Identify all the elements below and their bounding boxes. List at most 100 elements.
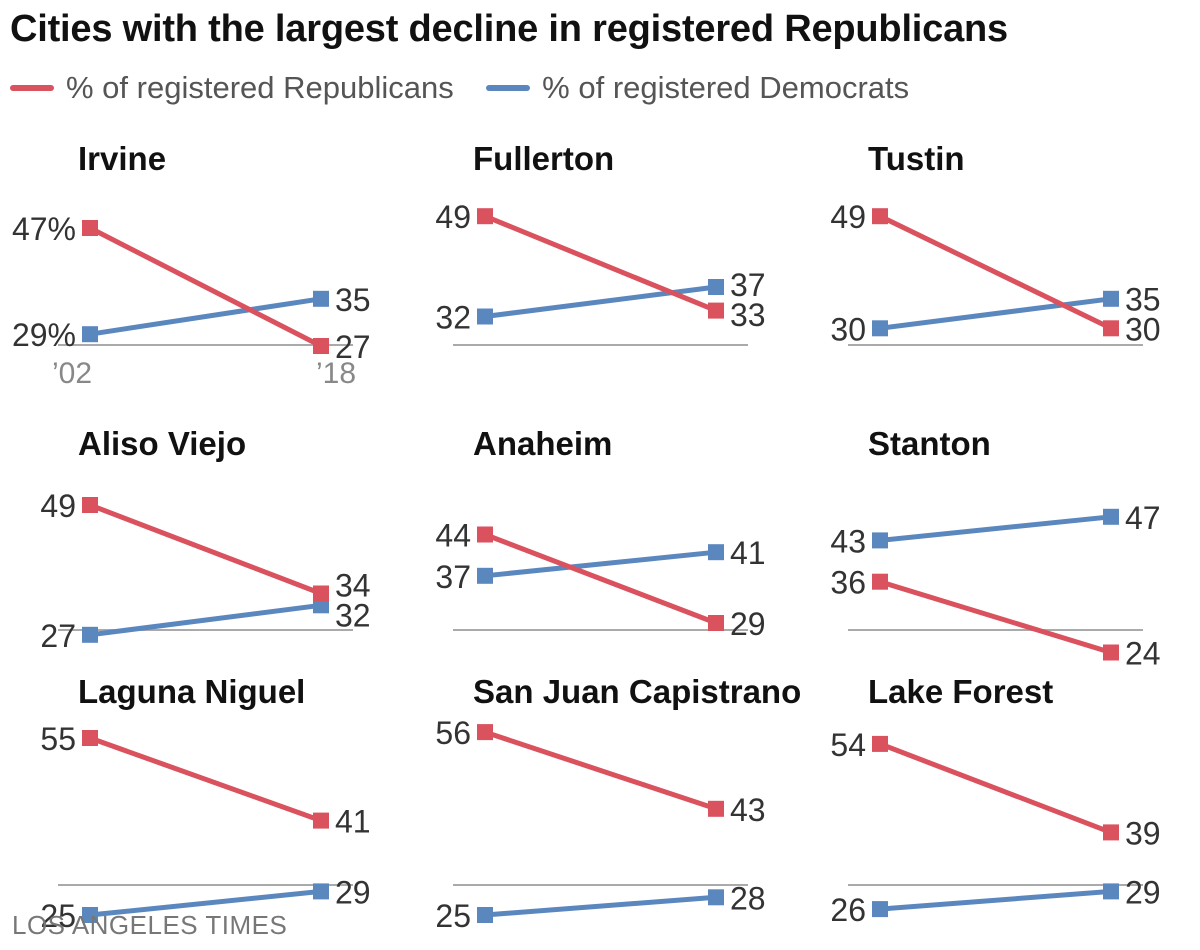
data-label-democrats-aliso-viejo-18: 32	[335, 597, 371, 633]
data-point-republicans-tustin-02	[872, 208, 888, 225]
panel-title-irvine: Irvine	[78, 140, 166, 177]
data-label-republicans-fullerton-02: 49	[435, 199, 471, 235]
data-label-democrats-irvine-18: 35	[335, 282, 371, 318]
data-point-democrats-anaheim-18	[708, 544, 724, 561]
legend-swatch-democrats	[486, 85, 531, 91]
series-line-republicans-tustin	[878, 213, 1113, 331]
legend-item-republicans: % of registered Republicans	[10, 70, 454, 106]
series-line-democrats-fullerton	[484, 284, 717, 319]
data-point-democrats-san-juan-capistrano-18	[708, 889, 724, 906]
data-label-democrats-fullerton-02: 32	[435, 300, 471, 336]
panel-title-stanton: Stanton	[868, 425, 991, 462]
data-point-republicans-laguna-niguel-02	[82, 730, 98, 746]
data-label-democrats-stanton-18: 47	[1125, 500, 1161, 536]
source-credit: LOS ANGELES TIMES	[12, 910, 288, 940]
data-label-democrats-stanton-02: 43	[830, 523, 866, 559]
data-label-republicans-anaheim-18: 29	[730, 606, 766, 642]
series-line-democrats-irvine	[89, 296, 322, 337]
data-point-republicans-aliso-viejo-02	[82, 497, 98, 513]
data-label-democrats-fullerton-18: 37	[730, 267, 766, 303]
data-point-democrats-lake-forest-18	[1103, 883, 1119, 900]
panel-title-tustin: Tustin	[868, 140, 965, 177]
data-label-republicans-san-juan-capistrano-18: 43	[730, 792, 766, 828]
legend: % of registered Republicans % of registe…	[10, 70, 937, 110]
series-line-republicans-san-juan-capistrano	[484, 729, 717, 812]
data-label-democrats-lake-forest-18: 29	[1125, 874, 1161, 910]
data-point-democrats-laguna-niguel-02	[82, 907, 98, 923]
data-label-democrats-laguna-niguel-02: 25	[40, 898, 76, 934]
data-point-republicans-lake-forest-18	[1103, 824, 1119, 841]
data-label-democrats-san-juan-capistrano-18: 28	[730, 880, 766, 916]
data-label-republicans-aliso-viejo-02: 49	[40, 488, 76, 524]
data-label-republicans-laguna-niguel-02: 55	[40, 721, 76, 757]
data-label-republicans-lake-forest-02: 54	[830, 727, 866, 763]
data-label-republicans-anaheim-02: 44	[435, 518, 471, 554]
data-label-democrats-san-juan-capistrano-02: 25	[435, 898, 471, 934]
x-tick-label-02: ’02	[52, 357, 92, 390]
series-line-democrats-lake-forest	[879, 888, 1112, 912]
panel-title-fullerton: Fullerton	[473, 140, 614, 177]
data-label-democrats-laguna-niguel-18: 29	[335, 874, 371, 910]
data-point-republicans-lake-forest-02	[872, 735, 888, 752]
data-label-democrats-tustin-18: 35	[1125, 282, 1161, 318]
data-label-democrats-tustin-02: 30	[830, 311, 866, 347]
series-line-republicans-irvine	[88, 225, 323, 349]
data-label-republicans-laguna-niguel-18: 41	[335, 804, 371, 840]
data-label-republicans-stanton-18: 24	[1125, 636, 1161, 672]
panel-title-anaheim: Anaheim	[473, 425, 612, 462]
data-point-republicans-anaheim-18	[708, 615, 724, 631]
data-point-democrats-tustin-02	[872, 320, 888, 337]
x-tick-label-18: ’18	[316, 357, 356, 390]
data-point-democrats-tustin-18	[1103, 290, 1119, 307]
data-point-republicans-aliso-viejo-18	[313, 585, 329, 602]
data-point-democrats-san-juan-capistrano-02	[477, 907, 493, 923]
legend-label-republicans: % of registered Republicans	[66, 70, 454, 105]
series-line-democrats-tustin	[879, 296, 1112, 331]
data-point-democrats-fullerton-18	[708, 279, 724, 295]
series-line-republicans-laguna-niguel	[89, 735, 322, 823]
data-label-republicans-tustin-18: 30	[1125, 312, 1161, 348]
data-point-republicans-stanton-02	[872, 573, 888, 590]
legend-label-democrats: % of registered Democrats	[542, 70, 910, 105]
data-point-democrats-aliso-viejo-02	[82, 626, 98, 643]
data-label-democrats-lake-forest-02: 26	[830, 892, 866, 928]
data-point-republicans-stanton-18	[1103, 644, 1119, 661]
panel-title-lake-forest: Lake Forest	[868, 673, 1053, 710]
legend-swatch-republicans	[10, 85, 54, 91]
data-label-republicans-aliso-viejo-18: 34	[335, 567, 371, 603]
series-line-democrats-laguna-niguel	[89, 888, 322, 918]
data-label-republicans-irvine-18: 27	[335, 329, 371, 365]
data-label-republicans-tustin-02: 49	[830, 199, 866, 235]
series-line-republicans-lake-forest	[879, 741, 1112, 835]
series-line-democrats-stanton	[879, 514, 1112, 543]
data-label-republicans-lake-forest-18: 39	[1125, 815, 1161, 851]
data-point-democrats-irvine-18	[313, 290, 329, 307]
series-line-republicans-anaheim	[484, 532, 717, 626]
panel-title-laguna-niguel: Laguna Niguel	[78, 673, 305, 710]
series-line-democrats-san-juan-capistrano	[484, 894, 717, 918]
series-line-democrats-anaheim	[484, 549, 717, 579]
data-label-democrats-anaheim-02: 37	[435, 559, 471, 595]
data-label-democrats-aliso-viejo-02: 27	[40, 618, 76, 654]
data-point-republicans-tustin-18	[1103, 320, 1119, 337]
data-point-democrats-laguna-niguel-18	[313, 883, 329, 900]
series-line-republicans-stanton	[879, 579, 1112, 655]
panel-title-aliso-viejo: Aliso Viejo	[78, 425, 246, 462]
data-point-republicans-san-juan-capistrano-02	[477, 724, 493, 741]
data-point-republicans-irvine-02	[82, 220, 98, 236]
data-label-democrats-irvine-02: 29%	[12, 317, 76, 353]
legend-item-democrats: % of registered Democrats	[486, 70, 909, 106]
data-point-democrats-irvine-02	[82, 326, 98, 343]
data-label-republicans-irvine-02: 47%	[12, 211, 76, 247]
data-point-republicans-laguna-niguel-18	[313, 812, 329, 829]
data-point-republicans-san-juan-capistrano-18	[708, 800, 724, 817]
data-point-democrats-lake-forest-02	[872, 901, 888, 918]
data-label-republicans-fullerton-18: 33	[730, 297, 766, 333]
data-point-democrats-stanton-18	[1103, 508, 1119, 525]
data-label-republicans-stanton-02: 36	[830, 565, 866, 601]
data-label-republicans-san-juan-capistrano-02: 56	[435, 715, 471, 751]
series-line-republicans-aliso-viejo	[89, 502, 322, 596]
data-point-republicans-fullerton-18	[708, 302, 724, 319]
panel-title-san-juan-capistrano: San Juan Capistrano	[473, 673, 801, 710]
